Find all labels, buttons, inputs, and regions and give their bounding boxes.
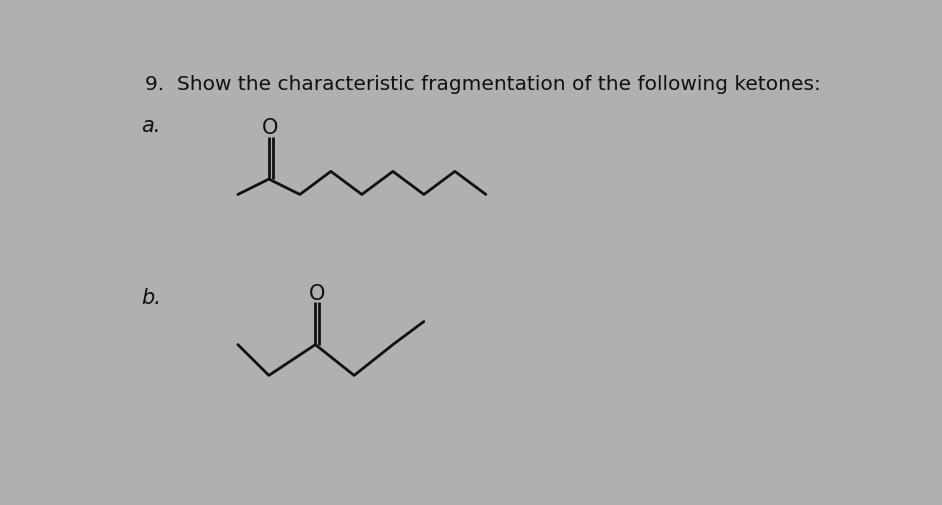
Text: a.: a. [141, 116, 160, 136]
Text: O: O [309, 283, 325, 304]
Text: 9.  Show the characteristic fragmentation of the following ketones:: 9. Show the characteristic fragmentation… [145, 74, 820, 93]
Text: O: O [262, 118, 279, 138]
Text: b.: b. [141, 287, 161, 307]
